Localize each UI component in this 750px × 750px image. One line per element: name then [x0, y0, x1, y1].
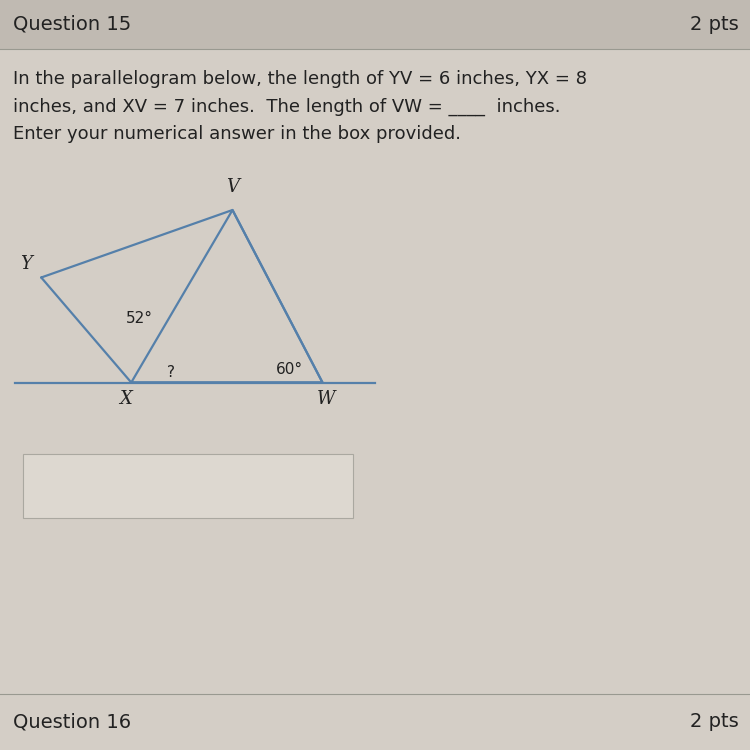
- Text: 60°: 60°: [276, 362, 303, 376]
- Text: inches, and XV = 7 inches.  The length of VW = ____  inches.: inches, and XV = 7 inches. The length of…: [13, 98, 561, 116]
- FancyBboxPatch shape: [0, 0, 750, 49]
- Text: 2 pts: 2 pts: [690, 14, 739, 34]
- FancyBboxPatch shape: [22, 454, 352, 518]
- Text: X: X: [119, 390, 133, 408]
- Text: 52°: 52°: [126, 310, 153, 326]
- Text: ?: ?: [166, 365, 175, 380]
- Text: V: V: [226, 178, 239, 196]
- Text: Enter your numerical answer in the box provided.: Enter your numerical answer in the box p…: [13, 125, 461, 143]
- Text: In the parallelogram below, the length of YV = 6 inches, YX = 8: In the parallelogram below, the length o…: [13, 70, 587, 88]
- Text: Y: Y: [20, 255, 32, 273]
- Text: Question 16: Question 16: [13, 712, 132, 731]
- Text: W: W: [317, 390, 335, 408]
- Text: Question 15: Question 15: [13, 14, 132, 34]
- Text: 2 pts: 2 pts: [690, 712, 739, 731]
